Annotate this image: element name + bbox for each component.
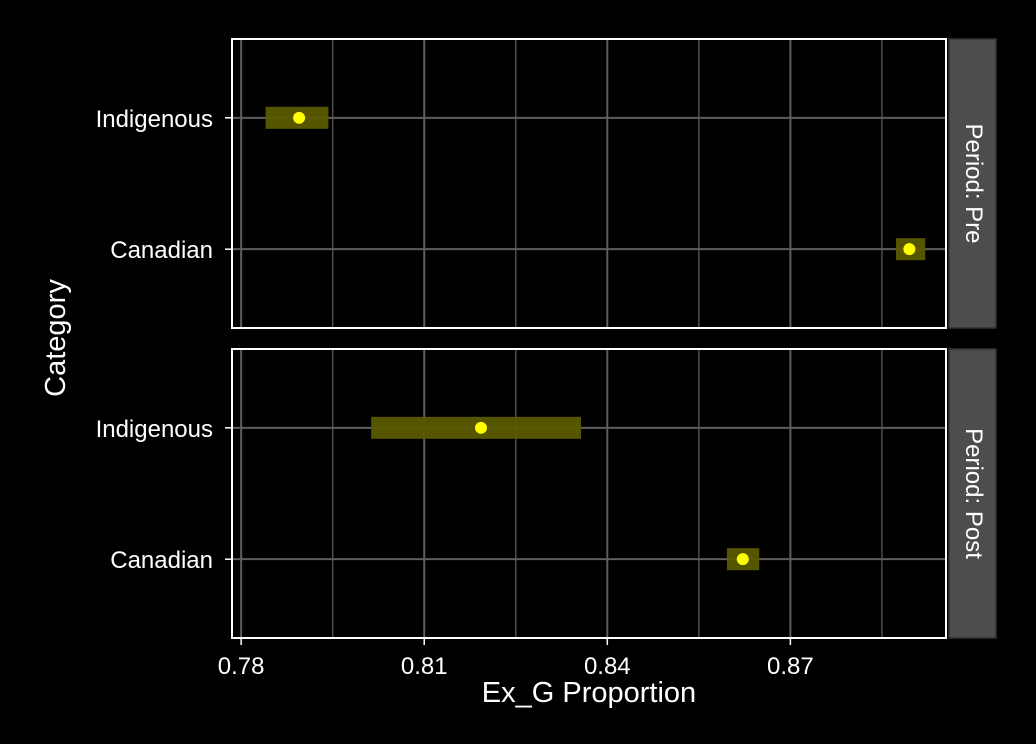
- y-tick-label: Canadian: [110, 547, 213, 574]
- x-axis-title: Ex_G Proportion: [482, 677, 696, 709]
- panel-background: [232, 39, 946, 328]
- data-point: [474, 421, 487, 434]
- panel-border: [231, 348, 947, 639]
- facet-strip-label: Period: Post: [960, 428, 987, 559]
- x-tick-label: 0.81: [401, 653, 448, 680]
- y-axis-title: Category: [40, 279, 72, 397]
- facet-strip-label: Period: Pre: [960, 123, 987, 243]
- y-tick-label: Canadian: [110, 237, 213, 264]
- y-tick-label: Indigenous: [96, 416, 213, 443]
- x-tick-label: 0.87: [767, 653, 814, 680]
- data-point: [293, 111, 306, 124]
- x-tick-label: 0.78: [218, 653, 265, 680]
- data-point: [736, 553, 749, 566]
- panel-border: [231, 38, 947, 329]
- panel-1: Indigenous Canadian Period: Pre: [96, 38, 997, 329]
- panel-background: [232, 349, 946, 638]
- data-point: [903, 243, 916, 256]
- facet-strip: [948, 348, 997, 639]
- x-tick-label: 0.84: [584, 653, 631, 680]
- facet-strip: [948, 38, 997, 329]
- panel-2: Indigenous Canadian Period: Post: [96, 348, 997, 639]
- y-tick-label: Indigenous: [96, 106, 213, 133]
